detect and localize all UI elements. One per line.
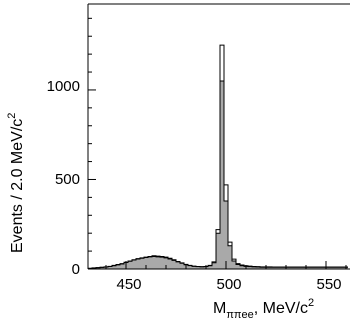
filled-bar-502 bbox=[228, 245, 232, 269]
filled-bar-476 bbox=[176, 261, 180, 269]
filled-bar-468 bbox=[160, 257, 164, 269]
x-axis-label: Mππee, MeV/c2 bbox=[213, 297, 314, 321]
filled-bar-456 bbox=[136, 258, 140, 269]
filled-bar-466 bbox=[156, 256, 160, 269]
filled-bar-538 bbox=[300, 267, 304, 269]
y-axis-ticks bbox=[88, 17, 96, 270]
filled-bar-546 bbox=[316, 267, 320, 269]
filled-bar-442 bbox=[108, 266, 112, 269]
filled-bar-438 bbox=[100, 267, 104, 269]
filled-bar-448 bbox=[120, 263, 124, 269]
x-tick-label-500: 500 bbox=[216, 276, 241, 293]
filled-bar-460 bbox=[144, 257, 148, 269]
filled-bar-556 bbox=[336, 267, 340, 269]
filled-bar-478 bbox=[180, 263, 184, 269]
filled-bar-552 bbox=[328, 267, 332, 269]
filled-bar-558 bbox=[340, 267, 344, 269]
filled-bar-532 bbox=[288, 267, 292, 269]
filled-bar-554 bbox=[332, 267, 336, 269]
filled-bar-462 bbox=[148, 256, 152, 269]
filled-bar-514 bbox=[252, 266, 256, 269]
filled-bar-452 bbox=[128, 261, 132, 269]
filled-bar-522 bbox=[268, 267, 272, 269]
filled-bar-498 bbox=[220, 80, 224, 269]
filled-bar-454 bbox=[132, 260, 136, 269]
filled-bar-544 bbox=[312, 267, 316, 269]
filled-bar-512 bbox=[248, 266, 252, 269]
filled-bar-526 bbox=[276, 267, 280, 269]
y-tick-label-0: 0 bbox=[72, 261, 80, 278]
y-tick-label-1000: 1000 bbox=[47, 78, 80, 95]
x-axis-ticks bbox=[105, 261, 347, 269]
filled-bar-470 bbox=[164, 257, 168, 269]
filled-bar-518 bbox=[260, 267, 264, 269]
filled-bar-444 bbox=[112, 265, 116, 269]
filled-bar-484 bbox=[192, 266, 196, 269]
filled-bar-482 bbox=[188, 265, 192, 269]
filled-bar-464 bbox=[152, 256, 156, 269]
y-tick-label-500: 500 bbox=[55, 171, 80, 188]
filled-bar-536 bbox=[296, 267, 300, 269]
filled-bar-528 bbox=[280, 267, 284, 269]
filled-histogram-series bbox=[88, 80, 348, 269]
x-tick-label-550: 550 bbox=[316, 276, 341, 293]
filled-bar-504 bbox=[232, 260, 236, 269]
filled-histogram-outline bbox=[87, 80, 348, 269]
filled-bar-516 bbox=[256, 267, 260, 269]
y-axis-label: Events / 2.0 MeV/c2 bbox=[6, 113, 26, 253]
filled-bar-458 bbox=[140, 258, 144, 269]
filled-bar-496 bbox=[216, 233, 220, 269]
filled-bar-474 bbox=[172, 260, 176, 269]
filled-bar-492 bbox=[208, 265, 212, 269]
filled-bar-542 bbox=[308, 267, 312, 269]
x-tick-label-450: 450 bbox=[116, 276, 141, 293]
filled-bar-534 bbox=[292, 267, 296, 269]
filled-bar-494 bbox=[212, 262, 216, 269]
filled-bar-500 bbox=[224, 200, 228, 269]
filled-bar-524 bbox=[272, 267, 276, 269]
filled-bar-488 bbox=[200, 266, 204, 269]
filled-bar-472 bbox=[168, 258, 172, 269]
filled-bar-506 bbox=[236, 264, 240, 269]
filled-bar-508 bbox=[240, 265, 244, 269]
filled-bar-436 bbox=[96, 267, 100, 269]
filled-bar-486 bbox=[196, 266, 200, 269]
filled-bar-446 bbox=[116, 264, 120, 269]
filled-bar-548 bbox=[320, 267, 324, 269]
